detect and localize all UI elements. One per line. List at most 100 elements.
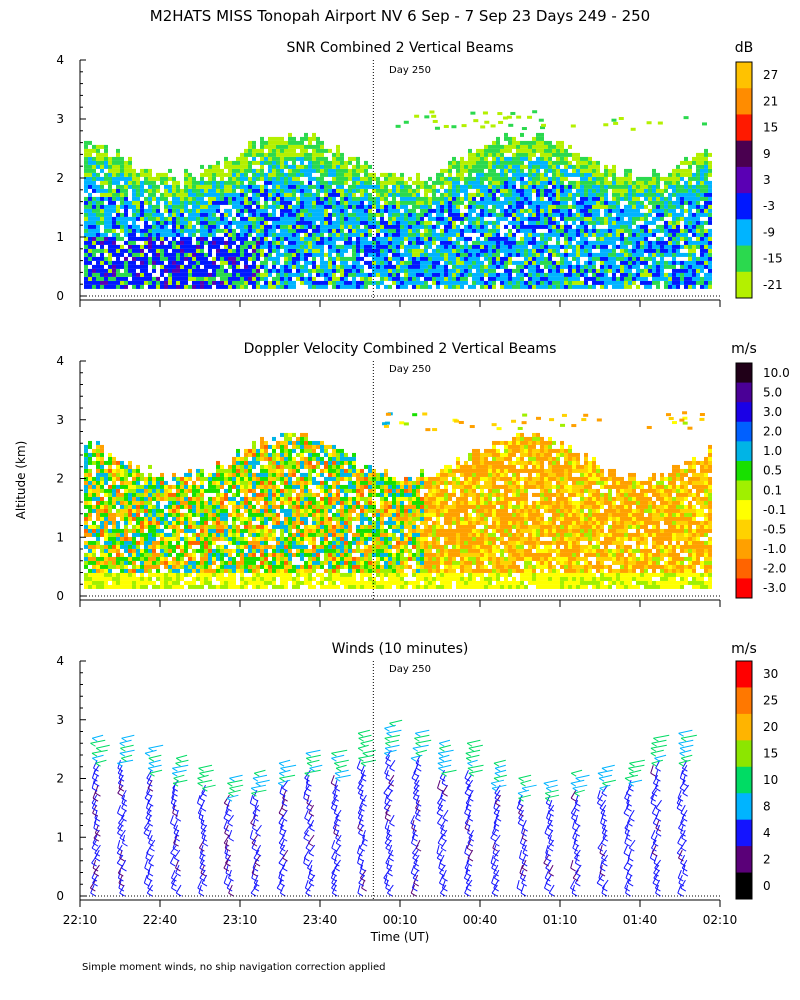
snr-cell [540,280,544,285]
snr-cell [576,160,580,165]
snr-cell [528,192,532,197]
snr-panel-title: SNR Combined 2 Vertical Beams [286,40,513,56]
snr-cell [472,220,476,225]
doppler-cell [124,492,128,497]
doppler-cell [116,580,120,585]
snr-cell [592,172,596,177]
snr-cell [500,276,504,281]
doppler-cell [128,548,132,553]
snr-cell [112,260,116,265]
snr-cell [624,228,628,233]
snr-cell [356,272,360,277]
snr-cell [124,248,128,253]
snr-cell [380,260,384,265]
snr-cell [304,144,308,149]
snr-cell [624,260,628,265]
snr-cell [140,260,144,265]
snr-cell [340,204,344,209]
snr-cell [684,264,688,269]
snr-cell [164,200,168,205]
snr-cell [688,248,692,253]
snr-cell [144,208,148,213]
snr-cell [556,172,560,177]
snr-cell [420,200,424,205]
snr-cell [260,264,264,269]
snr-cell [324,280,328,285]
snr-cell [492,160,496,165]
snr-cell [484,208,488,213]
snr-cell [432,200,436,205]
snr-cell [584,176,588,181]
snr-cell [464,188,468,193]
snr-cell [336,276,340,281]
snr-cell [300,224,304,229]
snr-cell [384,284,388,289]
snr-cell [356,176,360,181]
doppler-cell [124,584,128,589]
snr-cell [88,176,92,181]
snr-cell [212,260,216,265]
snr-cell [596,280,600,285]
snr-cell [208,216,212,221]
snr-cell [136,204,140,209]
snr-cell [248,144,252,149]
doppler-cell [84,448,88,453]
snr-cell [656,268,660,273]
snr-cell [196,284,200,289]
snr-cell [548,252,552,257]
snr-cell [672,256,676,261]
snr-cell [216,188,220,193]
snr-cell [360,220,364,225]
snr-cell [228,168,232,173]
snr-cell [552,164,556,169]
snr-cell [572,280,576,285]
snr-cell [376,176,380,181]
doppler-cell [128,504,132,509]
snr-cell [172,212,176,217]
snr-cell [644,272,648,277]
snr-cell [520,188,524,193]
snr-cell [700,184,704,189]
snr-cell [228,164,232,169]
snr-cell [620,276,624,281]
snr-cell [252,280,256,285]
doppler-cell [132,516,136,521]
snr-cell [280,156,284,161]
snr-cell [204,216,208,221]
snr-cell [516,196,520,201]
snr-cell [256,248,260,253]
snr-cell [336,212,340,217]
snr-cell [696,192,700,197]
snr-cell [688,240,692,245]
snr-cell [104,176,108,181]
snr-cell [112,268,116,273]
snr-cell [448,164,452,169]
snr-cell [216,268,220,273]
snr-cell [548,212,552,217]
snr-cell [568,152,572,157]
snr-cell [684,268,688,273]
snr-cell [440,236,444,241]
snr-cell [336,264,340,269]
snr-cell [340,176,344,181]
snr-cell [308,196,312,201]
snr-cell [440,212,444,217]
snr-cell [672,232,676,237]
snr-cell [532,212,536,217]
snr-cell [176,192,180,197]
snr-cell [468,156,472,161]
snr-cell [308,280,312,285]
snr-cell [252,216,256,221]
snr-cell [708,240,712,245]
snr-cell [560,200,564,205]
snr-cell [680,184,684,189]
snr-cell [300,160,304,165]
snr-cell [176,280,180,285]
snr-cell [604,176,608,181]
snr-cell [620,180,624,185]
snr-cell [140,232,144,237]
snr-cell [352,240,356,245]
snr-cell [460,164,464,169]
snr-cell [544,164,548,169]
snr-cell [332,192,336,197]
